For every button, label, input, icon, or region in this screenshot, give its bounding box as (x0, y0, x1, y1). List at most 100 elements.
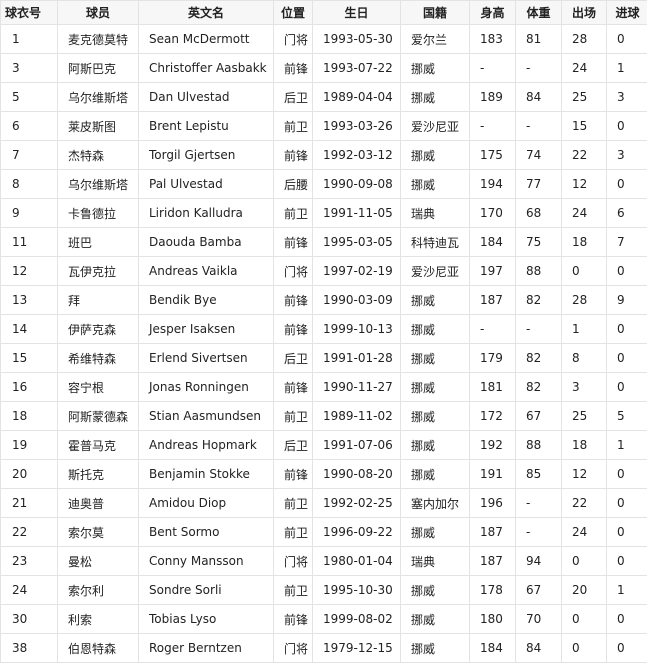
cell-player-name: 容宁根 (57, 372, 139, 402)
cell-jersey-number: 38 (0, 633, 58, 663)
cell-height: 170 (469, 198, 516, 228)
column-header-player-name: 球员 (57, 0, 139, 25)
cell-height: 187 (469, 285, 516, 315)
cell-position: 后腰 (273, 169, 313, 199)
cell-goals: 0 (606, 169, 647, 199)
cell-nationality: 挪威 (400, 82, 470, 112)
cell-goals: 5 (606, 401, 647, 431)
cell-player-name: 班巴 (57, 227, 139, 257)
table-row: 19 霍普马克 Andreas Hopmark 后卫 1991-07-06 挪威 192 88… (0, 430, 647, 460)
cell-nationality: 挪威 (400, 459, 470, 489)
cell-player-name: 拜 (57, 285, 139, 315)
cell-nationality: 爱尔兰 (400, 24, 470, 54)
cell-appearances: 24 (561, 198, 607, 228)
table-row: 1 麦克德莫特 Sean McDermott 门将 1993-05-30 爱尔兰 183 81… (0, 24, 647, 54)
cell-appearances: 22 (561, 140, 607, 170)
cell-english-name: Andreas Vaikla (138, 256, 274, 286)
cell-height: 187 (469, 517, 516, 547)
cell-player-name: 索尔利 (57, 575, 139, 605)
cell-english-name: Benjamin Stokke (138, 459, 274, 489)
cell-appearances: 0 (561, 256, 607, 286)
cell-height: 183 (469, 24, 516, 54)
cell-weight: 88 (515, 256, 562, 286)
table-row: 21 迪奥普 Amidou Diop 前卫 1992-02-25 塞内加尔 196-22 0 (0, 488, 647, 518)
cell-height: 172 (469, 401, 516, 431)
cell-nationality: 挪威 (400, 604, 470, 634)
column-header-english-name: 英文名 (138, 0, 274, 25)
cell-weight: - (515, 517, 562, 547)
cell-position: 后卫 (273, 343, 313, 373)
cell-position: 前卫 (273, 488, 313, 518)
cell-nationality: 挪威 (400, 633, 470, 663)
cell-english-name: Sondre Sorli (138, 575, 274, 605)
cell-jersey-number: 20 (0, 459, 58, 489)
cell-position: 前锋 (273, 604, 313, 634)
cell-goals: 0 (606, 256, 647, 286)
cell-goals: 0 (606, 111, 647, 141)
cell-player-name: 瓦伊克拉 (57, 256, 139, 286)
cell-goals: 0 (606, 459, 647, 489)
table-header-row: 球衣号 球员 英文名 位置 生日 国籍 身高 体重 出场 进球 (0, 0, 647, 25)
cell-position: 前卫 (273, 111, 313, 141)
cell-english-name: Brent Lepistu (138, 111, 274, 141)
cell-player-name: 利索 (57, 604, 139, 634)
cell-goals: 6 (606, 198, 647, 228)
cell-jersey-number: 22 (0, 517, 58, 547)
cell-weight: - (515, 53, 562, 83)
cell-birthday: 1990-08-20 (312, 459, 401, 489)
cell-jersey-number: 13 (0, 285, 58, 315)
cell-english-name: Christoffer Aasbakk (138, 53, 274, 83)
cell-nationality: 爱沙尼亚 (400, 111, 470, 141)
cell-english-name: Pal Ulvestad (138, 169, 274, 199)
cell-appearances: 0 (561, 633, 607, 663)
cell-position: 前锋 (273, 140, 313, 170)
cell-birthday: 1999-10-13 (312, 314, 401, 344)
cell-birthday: 1991-11-05 (312, 198, 401, 228)
cell-nationality: 挪威 (400, 401, 470, 431)
cell-goals: 9 (606, 285, 647, 315)
cell-appearances: 24 (561, 517, 607, 547)
table-row: 18 阿斯蒙德森 Stian Aasmundsen 前卫 1989-11-02 挪威 172… (0, 401, 647, 431)
cell-nationality: 瑞典 (400, 198, 470, 228)
cell-player-name: 莱皮斯图 (57, 111, 139, 141)
cell-player-name: 斯托克 (57, 459, 139, 489)
table-row: 13 拜 Bendik Bye 前锋 1990-03-09 挪威 187 82 28 9 (0, 285, 647, 315)
column-header-goals: 进球 (606, 0, 647, 25)
cell-height: 192 (469, 430, 516, 460)
cell-weight: - (515, 314, 562, 344)
cell-goals: 0 (606, 546, 647, 576)
cell-weight: 81 (515, 24, 562, 54)
table-row: 3 阿斯巴克 Christoffer Aasbakk 前锋 1993-07-22 挪威 - -… (0, 53, 647, 83)
cell-weight: 82 (515, 372, 562, 402)
cell-weight: 68 (515, 198, 562, 228)
cell-weight: 84 (515, 633, 562, 663)
cell-jersey-number: 8 (0, 169, 58, 199)
cell-height: 194 (469, 169, 516, 199)
table-row: 8 乌尔维斯塔 Pal Ulvestad 后腰 1990-09-08 挪威 194 77 12 0 (0, 169, 647, 199)
cell-goals: 0 (606, 488, 647, 518)
cell-player-name: 迪奥普 (57, 488, 139, 518)
cell-appearances: 1 (561, 314, 607, 344)
cell-english-name: Daouda Bamba (138, 227, 274, 257)
cell-goals: 0 (606, 633, 647, 663)
cell-nationality: 挪威 (400, 343, 470, 373)
cell-birthday: 1995-10-30 (312, 575, 401, 605)
cell-goals: 0 (606, 24, 647, 54)
cell-jersey-number: 12 (0, 256, 58, 286)
cell-jersey-number: 3 (0, 53, 58, 83)
cell-weight: 75 (515, 227, 562, 257)
cell-jersey-number: 5 (0, 82, 58, 112)
table-row: 38 伯恩特森 Roger Berntzen 门将 1979-12-15 挪威 184 84 0… (0, 633, 647, 663)
cell-position: 前锋 (273, 372, 313, 402)
cell-player-name: 希维特森 (57, 343, 139, 373)
cell-position: 后卫 (273, 430, 313, 460)
cell-position: 前卫 (273, 575, 313, 605)
column-header-jersey-number: 球衣号 (0, 0, 58, 25)
cell-goals: 0 (606, 604, 647, 634)
cell-nationality: 挪威 (400, 517, 470, 547)
table-row: 9 卡鲁德拉 Liridon Kalludra 前卫 1991-11-05 瑞典 170 68… (0, 198, 647, 228)
cell-birthday: 1993-03-26 (312, 111, 401, 141)
cell-player-name: 霍普马克 (57, 430, 139, 460)
cell-goals: 1 (606, 430, 647, 460)
cell-goals: 3 (606, 82, 647, 112)
